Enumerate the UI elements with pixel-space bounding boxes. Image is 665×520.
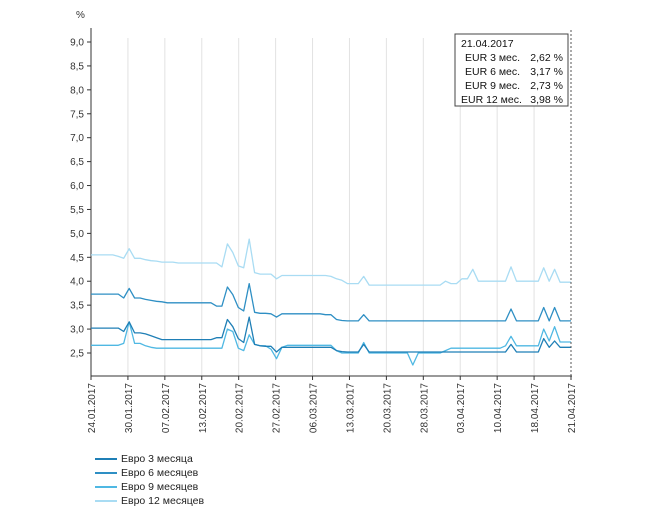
- x-tick-label: 06.03.2017: [309, 383, 320, 433]
- x-tick-label: 20.03.2017: [382, 383, 393, 433]
- legend-swatch: [95, 472, 117, 474]
- series-lines: [91, 238, 571, 366]
- legend-item[interactable]: Евро 6 месяцев: [95, 466, 204, 480]
- legend-swatch: [95, 486, 117, 488]
- y-tick-label: 8,5: [70, 61, 84, 72]
- legend-label: Евро 3 месяца: [121, 453, 193, 465]
- legend-swatch: [95, 458, 117, 460]
- y-tick-label: 3,5: [70, 301, 84, 312]
- y-tick-label: 8,0: [70, 85, 84, 96]
- series-line: [91, 321, 571, 366]
- y-tick-label: 7,0: [70, 133, 84, 144]
- x-tick-label: 24.01.2017: [87, 383, 98, 433]
- x-tick-label: 18.04.2017: [530, 383, 541, 433]
- y-axis-ticks: 9,0 8,5 8,0 7,5 7,0 6,5 6,0 5,5 5,0 4,5 4,0 3,5 3,0 2…: [70, 38, 91, 360]
- y-tick-label: 5,0: [70, 229, 84, 240]
- x-axis-ticks: 24.01.2017 30.01.2017 07.02.2017 13.02.2017…: [87, 376, 578, 433]
- tooltip-row-value: 2,62 %: [530, 52, 563, 64]
- x-tick-label: 27.02.2017: [272, 383, 283, 433]
- x-tick-label: 03.04.2017: [456, 383, 467, 433]
- x-tick-label: 13.02.2017: [198, 383, 209, 433]
- legend-label: Евро 9 месяцев: [121, 481, 199, 493]
- y-tick-label: 4,0: [70, 277, 84, 288]
- series-line: [91, 238, 571, 286]
- legend-item[interactable]: Евро 3 месяца: [95, 452, 204, 466]
- x-tick-label: 10.04.2017: [493, 383, 504, 433]
- y-tick-label: 6,0: [70, 181, 84, 192]
- x-tick-label: 20.02.2017: [235, 383, 246, 433]
- x-tick-label: 28.03.2017: [419, 383, 430, 433]
- y-tick-label: 4,5: [70, 253, 84, 264]
- x-tick-label: 30.01.2017: [124, 383, 135, 433]
- y-tick-label: 5,5: [70, 205, 84, 216]
- tooltip-date: 21.04.2017: [461, 38, 514, 50]
- series-line: [91, 316, 571, 353]
- tooltip-row-value: 2,73 %: [530, 80, 563, 92]
- legend-swatch: [95, 500, 117, 502]
- x-tick-label: 07.02.2017: [161, 383, 172, 433]
- tooltip-row-label: EUR 3 мес.: [465, 52, 520, 64]
- y-tick-label: 3,0: [70, 325, 84, 336]
- legend: Евро 3 месяца Евро 6 месяцев Евро 9 меся…: [95, 452, 204, 508]
- tooltip-row-label: EUR 6 мес.: [465, 66, 520, 78]
- tooltip-row-value: 3,98 %: [530, 94, 563, 106]
- tooltip-row-label: EUR 12 мес.: [461, 94, 522, 106]
- y-axis-unit-label: %: [76, 10, 85, 21]
- x-tick-label: 21.04.2017: [567, 383, 578, 433]
- y-tick-label: 2,5: [70, 349, 84, 360]
- series-line: [91, 282, 571, 322]
- tooltip-row-label: EUR 9 мес.: [465, 80, 520, 92]
- legend-label: Евро 6 месяцев: [121, 467, 199, 479]
- y-tick-label: 7,5: [70, 109, 84, 120]
- tooltip-row-value: 3,17 %: [530, 66, 563, 78]
- x-tick-label: 13.03.2017: [345, 383, 356, 433]
- y-tick-label: 6,5: [70, 157, 84, 168]
- legend-label: Евро 12 месяцев: [121, 495, 205, 507]
- tooltip: 21.04.2017 EUR 3 мес. 2,62 % EUR 6 мес. …: [454, 33, 569, 107]
- tooltip-box: [454, 33, 569, 107]
- legend-item[interactable]: Евро 9 месяцев: [95, 480, 204, 494]
- legend-item[interactable]: Евро 12 месяцев: [95, 494, 204, 508]
- y-tick-label: 9,0: [70, 38, 84, 49]
